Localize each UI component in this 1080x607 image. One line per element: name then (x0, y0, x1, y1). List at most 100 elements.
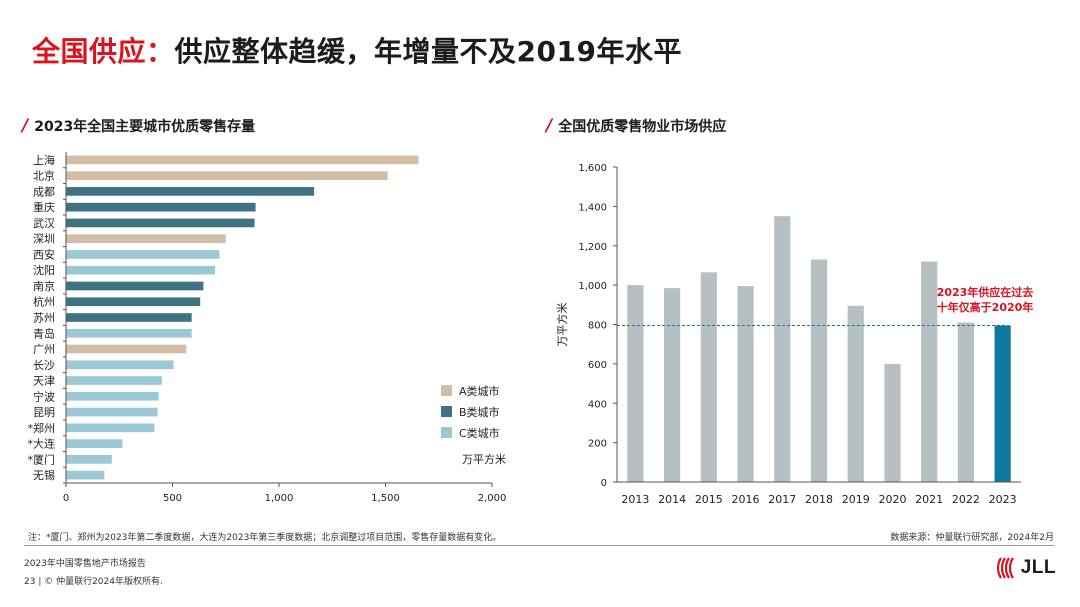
city-label: 北京 (33, 169, 55, 183)
jll-logo: JLL (996, 556, 1056, 580)
city-bar (66, 328, 192, 338)
data-source: 数据来源：仲量联行研究部，2024年2月 (890, 533, 1054, 543)
jll-logo-icon (996, 557, 1014, 579)
city-label: 长沙 (33, 359, 55, 372)
x-tick-label: 2013 (621, 493, 649, 506)
city-label: 上海 (33, 153, 55, 167)
annotation-text: 十年仅高于2020年 (937, 300, 1034, 314)
legend-swatch (441, 385, 452, 396)
city-label: 深圳 (33, 233, 55, 246)
city-label: 成都 (33, 185, 55, 198)
legend-swatch (441, 427, 452, 438)
y-tick-label: 1,000 (578, 281, 607, 292)
footnote: 注：*厦门、郑州为2023年第二季度数据，大连为2023年第三季度数据；北京调整… (28, 533, 502, 543)
legend-label: C类城市 (459, 426, 500, 440)
report-name: 2023年中国零售地产市场报告 (24, 559, 146, 569)
y-tick-label: 600 (588, 360, 607, 371)
city-label: 杭州 (33, 295, 55, 309)
city-bar (66, 187, 315, 196)
y-tick-label: 0 (601, 478, 607, 489)
city-bar (66, 470, 105, 480)
y-tick-label: 1,200 (578, 242, 607, 253)
x-tick-label: 500 (163, 493, 182, 504)
city-bar (66, 344, 187, 354)
unit-label: 万平方米 (462, 452, 506, 466)
x-tick-label: 0 (63, 493, 69, 504)
page-title-main: 供应整体趋缓，年增量不及2019年水平 (174, 35, 682, 68)
city-bar (66, 234, 226, 244)
x-tick-label: 2019 (842, 493, 870, 506)
x-tick-label: 2018 (805, 493, 833, 506)
city-label: *郑州 (28, 421, 56, 435)
y-tick-label: 800 (588, 321, 607, 332)
supply-bar (774, 216, 791, 482)
city-label: 无锡 (33, 468, 55, 482)
city-label: 武汉 (33, 217, 55, 230)
city-label: 苏州 (33, 312, 55, 325)
right-chart-heading: / 全国优质零售物业市场供应 (546, 116, 726, 136)
slash-marker-icon: / (22, 116, 29, 136)
city-label: 南京 (33, 279, 55, 293)
x-tick-label: 2023 (989, 493, 1017, 506)
jll-logo-text: JLL (1020, 557, 1056, 578)
supply-bar (700, 272, 717, 482)
x-tick-label: 2021 (915, 493, 943, 506)
legend-label: B类城市 (459, 405, 500, 419)
city-label: 青岛 (33, 326, 55, 340)
legend-swatch (441, 406, 452, 417)
city-bar (66, 281, 204, 291)
city-bar (66, 155, 419, 165)
city-bar (66, 313, 192, 322)
supply-bar (627, 285, 644, 482)
y-tick-label: 1,400 (578, 202, 607, 213)
supply-bar (884, 363, 901, 482)
supply-bar (847, 305, 864, 482)
supply-bar (810, 259, 828, 482)
x-tick-label: 2,000 (478, 493, 507, 504)
page-title: 全国供应：供应整体趋缓，年增量不及2019年水平 (32, 30, 682, 70)
city-bar (66, 297, 201, 307)
city-bar (66, 202, 256, 212)
city-label: 天津 (33, 375, 55, 388)
annotation-text: 2023年供应在过去 (937, 285, 1034, 299)
x-tick-label: 2014 (658, 493, 686, 506)
city-bar (66, 391, 159, 401)
supply-bar (994, 325, 1011, 482)
right-chart-title: 全国优质零售物业市场供应 (558, 119, 727, 135)
x-tick-label: 2016 (732, 493, 760, 506)
y-tick-label: 1,600 (578, 163, 607, 174)
supply-bar (921, 261, 938, 482)
x-tick-label: 1,000 (265, 493, 294, 504)
slash-marker-icon: / (546, 116, 553, 136)
city-bar (66, 171, 388, 180)
copyright: 23 | © 仲量联行2024年版权所有. (24, 577, 163, 587)
city-label: 沈阳 (33, 263, 55, 277)
supply-bar (664, 288, 681, 482)
city-bar (66, 376, 162, 385)
x-tick-label: 2020 (878, 493, 906, 506)
supply-bar (957, 322, 974, 482)
city-label: 昆明 (33, 406, 55, 419)
x-tick-label: 1,500 (371, 493, 400, 504)
city-label: 广州 (33, 343, 55, 356)
city-bar (66, 455, 112, 464)
x-tick-label: 2017 (768, 493, 796, 506)
y-axis-label: 万平方米 (555, 303, 569, 347)
left-chart-title: 2023年全国主要城市优质零售存量 (34, 119, 256, 135)
city-label: 西安 (33, 247, 55, 261)
city-label: 宁波 (33, 389, 55, 403)
city-label: *大连 (28, 437, 56, 451)
city-bar (66, 218, 255, 228)
legend-label: A类城市 (459, 384, 500, 398)
city-bar (66, 423, 155, 433)
y-tick-label: 400 (588, 399, 607, 410)
x-tick-label: 2022 (952, 493, 980, 506)
city-bar (66, 250, 220, 259)
supply-bar (737, 286, 754, 482)
city-bar (66, 360, 174, 370)
city-label: 重庆 (33, 200, 55, 214)
footer-divider (24, 545, 1054, 546)
city-bar (66, 407, 158, 417)
